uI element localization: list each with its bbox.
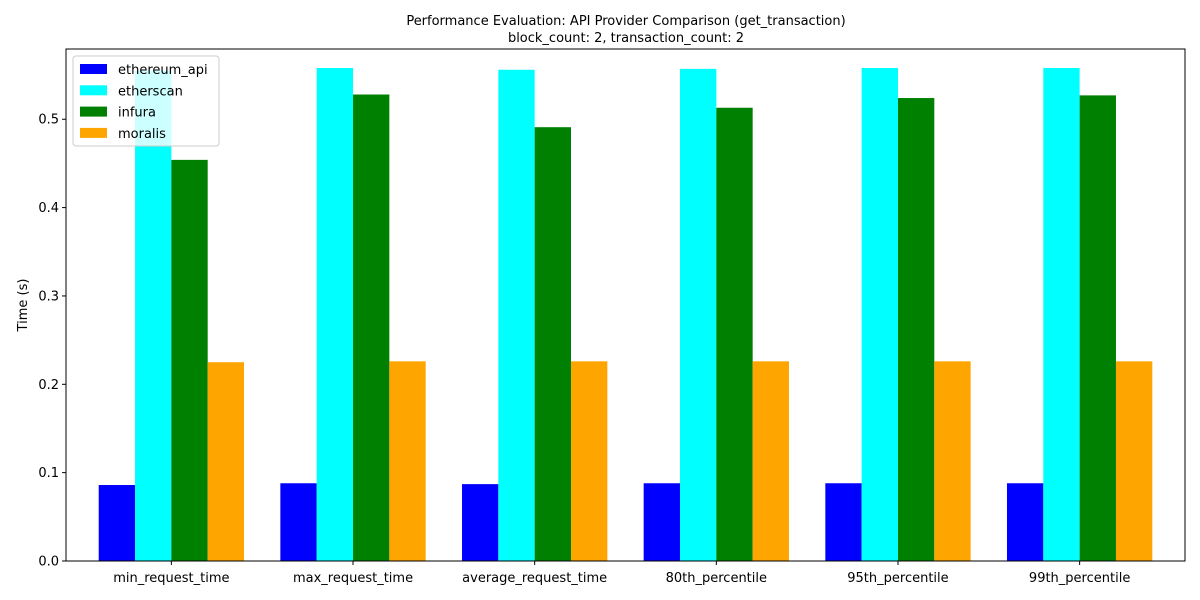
legend-swatch-ethereum_api (80, 64, 107, 74)
bar-infura-99th_percentile (1079, 95, 1116, 561)
bar-ethereum_api-max_request_time (280, 483, 317, 561)
bar-ethereum_api-95th_percentile (825, 483, 862, 561)
y-tick-label: 0.4 (38, 201, 59, 216)
x-tick-label: average_request_time (462, 571, 607, 586)
bar-ethereum_api-min_request_time (98, 485, 136, 561)
y-axis: 0.0 0.1 0.2 0.3 0.4 0.5 (38, 113, 66, 570)
y-tick-label: 0.0 (38, 555, 59, 570)
x-tick-label: max_request_time (293, 571, 413, 586)
series-ethereum_api (98, 483, 1044, 561)
chart-title: Performance Evaluation: API Provider Com… (406, 14, 845, 46)
bar-moralis-99th_percentile (1115, 361, 1153, 561)
bar-moralis-min_request_time (207, 362, 245, 561)
bar-moralis-average_request_time (571, 361, 608, 561)
bar-infura-average_request_time (534, 127, 571, 561)
bar-infura-80th_percentile (716, 107, 753, 561)
bar-moralis-80th_percentile (752, 361, 789, 561)
legend-label-ethereum_api: ethereum_api (118, 63, 208, 78)
x-tick-label: 95th_percentile (847, 571, 948, 586)
chart-title-line-1: Performance Evaluation: API Provider Com… (406, 14, 845, 29)
legend-swatch-etherscan (80, 85, 107, 96)
bar-infura-max_request_time (353, 94, 390, 561)
bar-infura-min_request_time (171, 159, 208, 561)
legend-frame (72, 55, 220, 147)
x-axis: min_request_time max_request_time average_… (113, 561, 1130, 586)
legend-label-moralis: moralis (118, 127, 166, 142)
legend-swatch-infura (80, 106, 107, 117)
bar-etherscan-80th_percentile (680, 68, 717, 561)
bar-etherscan-max_request_time (316, 68, 354, 561)
x-tick-label: 80th_percentile (666, 571, 767, 586)
bar-etherscan-min_request_time (135, 70, 172, 562)
y-tick-label: 0.1 (38, 466, 59, 481)
legend-label-etherscan: etherscan (118, 84, 183, 99)
y-tick-label: 0.2 (38, 378, 59, 393)
x-tick-label: 99th_percentile (1029, 571, 1130, 586)
series-moralis (207, 361, 1153, 561)
chart-title-line-2: block_count: 2, transaction_count: 2 (508, 31, 744, 46)
x-tick-label: min_request_time (113, 571, 229, 586)
bar-etherscan-99th_percentile (1043, 68, 1080, 561)
bar-etherscan-average_request_time (498, 69, 535, 561)
y-tick-label: 0.3 (38, 289, 59, 304)
bar-ethereum_api-average_request_time (462, 484, 499, 561)
legend-label-infura: infura (118, 106, 156, 121)
bar-moralis-max_request_time (389, 361, 426, 561)
bar-ethereum_api-80th_percentile (643, 483, 680, 561)
bar-infura-95th_percentile (897, 98, 935, 561)
y-axis-label: Time (s) (16, 279, 31, 333)
legend-swatch-moralis (80, 127, 107, 138)
y-tick-label: 0.5 (38, 113, 59, 128)
series-infura (171, 94, 1116, 561)
bar-series-group (98, 68, 1153, 562)
bar-ethereum_api-99th_percentile (1006, 483, 1044, 561)
series-etherscan (135, 68, 1080, 562)
legend: ethereum_api etherscan infura moralis (72, 55, 220, 147)
bar-etherscan-95th_percentile (861, 68, 898, 561)
plot-area-frame (65, 48, 1186, 562)
bar-moralis-95th_percentile (934, 361, 971, 561)
